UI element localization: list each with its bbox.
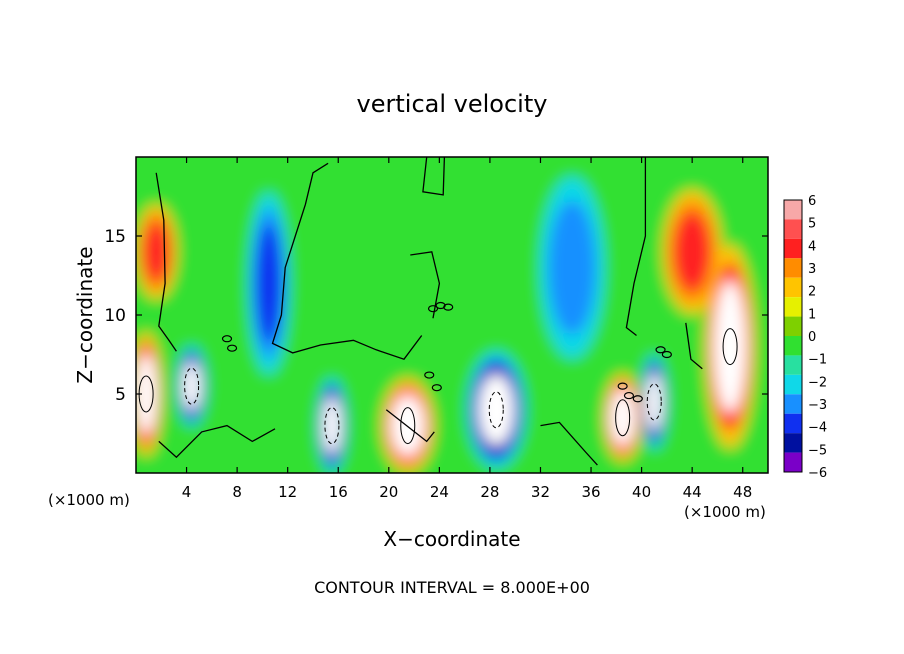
field-blob	[323, 396, 341, 455]
x-tick-label: 20	[379, 483, 398, 501]
y-axis-label: Z−coordinate	[73, 246, 97, 383]
colorbar-label: −6	[808, 466, 827, 481]
field-blob	[136, 353, 157, 435]
x-tick-label: 24	[430, 483, 449, 501]
contour-line	[410, 251, 441, 319]
field-blob	[255, 224, 282, 343]
contour-ring	[221, 335, 233, 343]
colorbar-label: 2	[808, 285, 816, 300]
x-axis-label: X−coordinate	[383, 527, 520, 551]
updraft-core-contour	[400, 407, 416, 445]
colorbar-label: −4	[808, 421, 827, 436]
colorbar-label: 6	[808, 194, 816, 209]
field-blob	[610, 389, 635, 447]
colorbar-swatch	[784, 219, 802, 239]
x-tick-label: 40	[632, 483, 651, 501]
x-tick-label: 16	[329, 483, 348, 501]
colorbar-label: −3	[808, 398, 827, 413]
y-axis-ticks: 5 10 15	[104, 227, 768, 405]
colorbar-swatch	[784, 316, 802, 336]
downdraft-core-contour	[324, 407, 340, 445]
field-blob	[390, 394, 425, 457]
x-tick-label: 36	[581, 483, 600, 501]
contour-ring	[661, 350, 672, 359]
colorbar-label: 4	[808, 239, 816, 254]
x-tick-label: 48	[733, 483, 752, 501]
colorbar-label: −5	[808, 443, 827, 458]
colorbar-label: 1	[808, 307, 816, 322]
colorbar-swatch	[784, 258, 802, 278]
colorbar-swatch	[784, 394, 802, 414]
x-tick-label: 4	[182, 483, 192, 501]
chart-title: vertical velocity	[357, 90, 548, 118]
contour-line	[422, 157, 446, 196]
contour-ring	[435, 301, 446, 310]
y-tick-label: 15	[104, 227, 126, 247]
contour-ring	[632, 395, 643, 403]
colorbar-frame	[783, 199, 803, 473]
colorbar-swatch	[784, 297, 802, 317]
updraft-core-contour	[722, 328, 738, 366]
contour-ring	[617, 382, 628, 390]
colorbar-swatch	[784, 200, 802, 220]
x-axis-ticks: 4 8 12 16 20 24 28 32 36 40 44 48	[182, 157, 752, 501]
contour-ring	[431, 384, 442, 392]
colorbar-swatch	[784, 452, 802, 472]
colorbar-swatch	[784, 355, 802, 375]
colorbar-label: 3	[808, 262, 816, 277]
colorbar-swatch	[784, 433, 802, 453]
colorbar-swatch	[784, 413, 802, 434]
field-blob	[142, 220, 170, 283]
field-blob	[673, 211, 712, 293]
x-tick-label: 12	[278, 483, 297, 501]
downdraft-core-contour	[488, 391, 504, 429]
downdraft-core-contour	[646, 383, 662, 421]
x-tick-label: 32	[531, 483, 550, 501]
colorbar-swatch	[784, 336, 802, 356]
x-unit-right: (×1000 m)	[684, 503, 766, 521]
downdraft-core-contour	[184, 367, 200, 405]
x-unit-left: (×1000 m)	[48, 491, 130, 509]
contour-line	[685, 322, 703, 370]
zero-contours	[138, 157, 738, 466]
contour-line	[385, 409, 435, 443]
updraft-core-contour	[615, 399, 631, 437]
field-background	[136, 157, 768, 473]
x-tick-label: 8	[232, 483, 242, 501]
field-blob	[478, 374, 514, 446]
contour-line	[158, 424, 276, 459]
colorbar-label: −1	[808, 353, 827, 368]
y-tick-label: 10	[104, 306, 126, 326]
colorbar-label: 0	[808, 330, 816, 345]
contour-line	[625, 157, 647, 337]
contour-ring	[427, 305, 439, 313]
field-blob	[713, 280, 747, 413]
field-blob	[646, 373, 663, 431]
contour-ring	[655, 346, 666, 354]
contour-line	[271, 162, 423, 360]
x-tick-label: 44	[683, 483, 702, 501]
y-tick-label: 5	[115, 385, 126, 405]
velocity-field	[136, 157, 768, 473]
colorbar-swatch	[784, 277, 802, 298]
contour-ring	[226, 344, 238, 352]
field-blob	[182, 361, 201, 411]
contour-ring	[443, 303, 454, 311]
contour-line	[540, 421, 598, 466]
colorbar-swatch	[784, 374, 802, 395]
x-tick-label: 28	[480, 483, 499, 501]
colorbar-label: −2	[808, 375, 827, 390]
contour-line	[155, 172, 177, 352]
colorbar: 6 5 4 3 2 1 0 −1 −2 −3 −4 −5 −6	[783, 194, 827, 481]
contour-ring	[424, 371, 435, 379]
field-blob	[548, 200, 596, 335]
contour-interval-note: CONTOUR INTERVAL = 8.000E+00	[314, 578, 590, 597]
colorbar-label: 5	[808, 217, 816, 232]
colorbar-swatch	[784, 238, 802, 259]
contour-ring	[623, 391, 635, 400]
